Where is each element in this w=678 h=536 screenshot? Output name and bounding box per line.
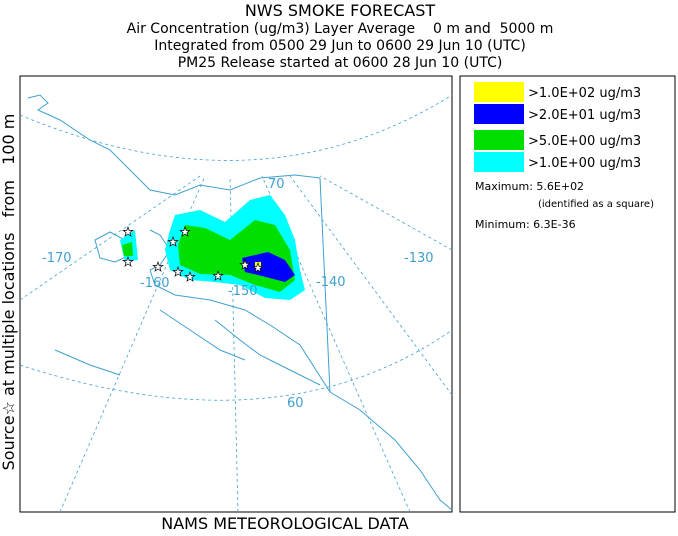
- maximum: Maximum: 5.6E+02: [475, 180, 584, 193]
- lat-label: 70: [268, 177, 285, 192]
- legend-swatch: [474, 104, 524, 124]
- source-markers: [122, 226, 264, 282]
- legend-swatch: [474, 82, 524, 102]
- side-label: Source☆ at multiple locations from 100 m: [0, 114, 18, 471]
- maximum-note: (identified as a square): [538, 199, 654, 210]
- subtitle: Air Concentration (ug/m3) Layer Average …: [127, 21, 554, 37]
- legend-swatch: [474, 152, 524, 172]
- graticule: [19, 94, 453, 513]
- lon-label: -170: [42, 251, 72, 266]
- legend-label: >1.0E+02 ug/m3: [528, 86, 641, 101]
- legend-label: >5.0E+00 ug/m3: [528, 134, 641, 149]
- lon-label: -160: [140, 276, 170, 291]
- legend-swatch: [474, 130, 524, 150]
- smoke-plume: [120, 195, 305, 300]
- lat-label: 60: [287, 396, 304, 411]
- title: NWS SMOKE FORECAST: [245, 1, 436, 20]
- lon-label: -140: [316, 275, 346, 290]
- minimum: Minimum: 6.3E-36: [475, 218, 576, 231]
- legend-label: >2.0E+01 ug/m3: [528, 108, 641, 123]
- lon-label: -130: [404, 251, 434, 266]
- lon-label: -150: [228, 284, 258, 299]
- map: -170 -160 -150 -140 -130 70 60: [19, 75, 453, 513]
- subtitle: PM25 Release started at 0600 28 Jun 10 (…: [178, 55, 503, 71]
- subtitle: Integrated from 0500 29 Jun to 0600 29 J…: [154, 38, 526, 54]
- footer: NAMS METEOROLOGICAL DATA: [161, 514, 409, 532]
- legend-label: >1.0E+00 ug/m3: [528, 156, 641, 171]
- legend: >1.0E+02 ug/m3 >2.0E+01 ug/m3 >5.0E+00 ug/…: [474, 82, 641, 172]
